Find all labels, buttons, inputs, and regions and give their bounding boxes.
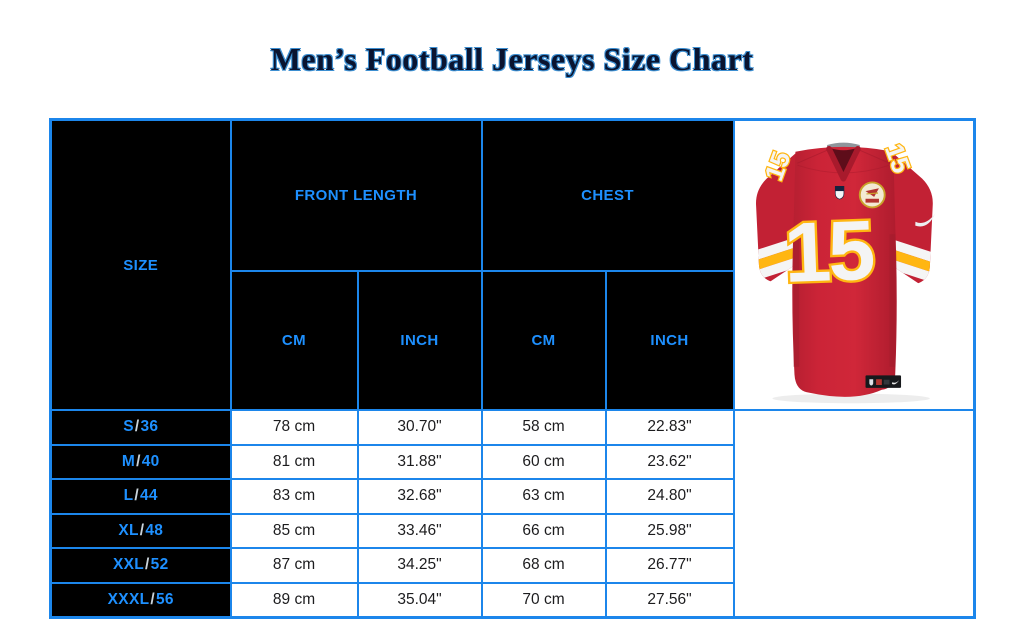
table-row: S/36 78 cm 30.70" 58 cm 22.83" [49,409,975,446]
size-slash: / [139,521,145,539]
front-length-cm-cell: 78 cm [229,409,359,446]
chest-cm-cell: 70 cm [480,581,607,618]
column-header-size: SIZE [49,118,232,411]
size-slash: / [150,590,155,608]
table-row: XXL/52 87 cm 34.25" 68 cm 26.77" [49,547,975,584]
column-group-front-length: FRONT LENGTH [229,118,483,273]
chest-inch-cell: 26.77" [604,547,735,584]
size-chart-table: SIZE FRONT LENGTH CHEST [49,118,977,619]
table-row: XXXL/56 89 cm 35.04" 70 cm 27.56" [49,581,975,618]
chest-inch-cell: 24.80" [604,478,735,515]
size-slash: / [145,556,150,574]
chiefs-patch [858,181,886,209]
size-slash: / [134,487,140,505]
row-size-label: XL/48 [49,512,232,549]
chest-inch-cell: 23.62" [604,443,735,480]
table-row: XL/48 85 cm 33.46" 66 cm 25.98" [49,512,975,549]
jersey-number: 15 [782,203,874,300]
row-size-label: XXXL/56 [49,581,232,618]
front-length-cm-cell: 85 cm [229,512,359,549]
nike-swoosh-icon [915,213,936,227]
size-slash: / [136,452,141,470]
front-length-cm-cell: 83 cm [229,478,359,515]
nfl-shield-logo [834,185,845,200]
front-length-inch-cell: 30.70" [356,409,483,446]
row-size-label: L/44 [49,478,232,515]
row-size-label: XXL/52 [49,547,232,584]
mesh-panel-left [793,234,800,367]
front-length-inch-cell: 31.88" [356,443,483,480]
chest-cm-cell: 68 cm [480,547,607,584]
jersey-shadow [772,393,930,404]
shoulder-seam-left [796,149,829,164]
front-length-inch-cell: 34.25" [356,547,483,584]
row-size-label: S/36 [49,409,232,446]
column-group-chest: CHEST [480,118,735,273]
jersey-image-container: 15 15 15 [736,121,973,408]
page-title: Men’s Football Jerseys Size Chart [270,41,754,77]
front-length-cm-cell: 87 cm [229,547,359,584]
front-length-inch-cell: 32.68" [356,478,483,515]
mesh-panel-right [889,234,896,367]
chest-cm-cell: 63 cm [480,478,607,515]
chest-inch-cell: 27.56" [604,581,735,618]
jersey-image: 15 15 15 [755,139,936,404]
jersey-product-image: 15 15 15 [732,118,976,411]
front-length-cm-cell: 89 cm [229,581,359,618]
row-size-label: M/40 [49,443,232,480]
chest-cm-cell: 66 cm [480,512,607,549]
subheader-front-length-cm: CM [229,270,359,411]
collar-trim [825,145,861,182]
table-row: L/44 83 cm 32.68" 63 cm 24.80" [49,478,975,515]
shoulder-seam-right [858,149,890,164]
subheader-front-length-inch: INCH [356,270,483,411]
chest-inch-cell: 22.83" [604,409,735,446]
front-length-inch-cell: 35.04" [356,581,483,618]
jock-tag [865,375,901,388]
subheader-chest-cm: CM [480,270,607,411]
size-slash: / [134,418,140,436]
chest-inch-cell: 25.98" [604,512,735,549]
table-row: M/40 81 cm 31.88" 60 cm 23.62" [49,443,975,480]
chest-cm-cell: 60 cm [480,443,607,480]
size-table-body: S/36 78 cm 30.70" 58 cm 22.83" M/40 81 cm 31.88… [49,409,975,618]
jersey-body [792,146,897,397]
front-length-cm-cell: 81 cm [229,443,359,480]
chest-cm-cell: 58 cm [480,409,607,446]
subheader-chest-inch: INCH [604,270,735,411]
collar-opening [829,147,857,177]
front-length-inch-cell: 33.46" [356,512,483,549]
